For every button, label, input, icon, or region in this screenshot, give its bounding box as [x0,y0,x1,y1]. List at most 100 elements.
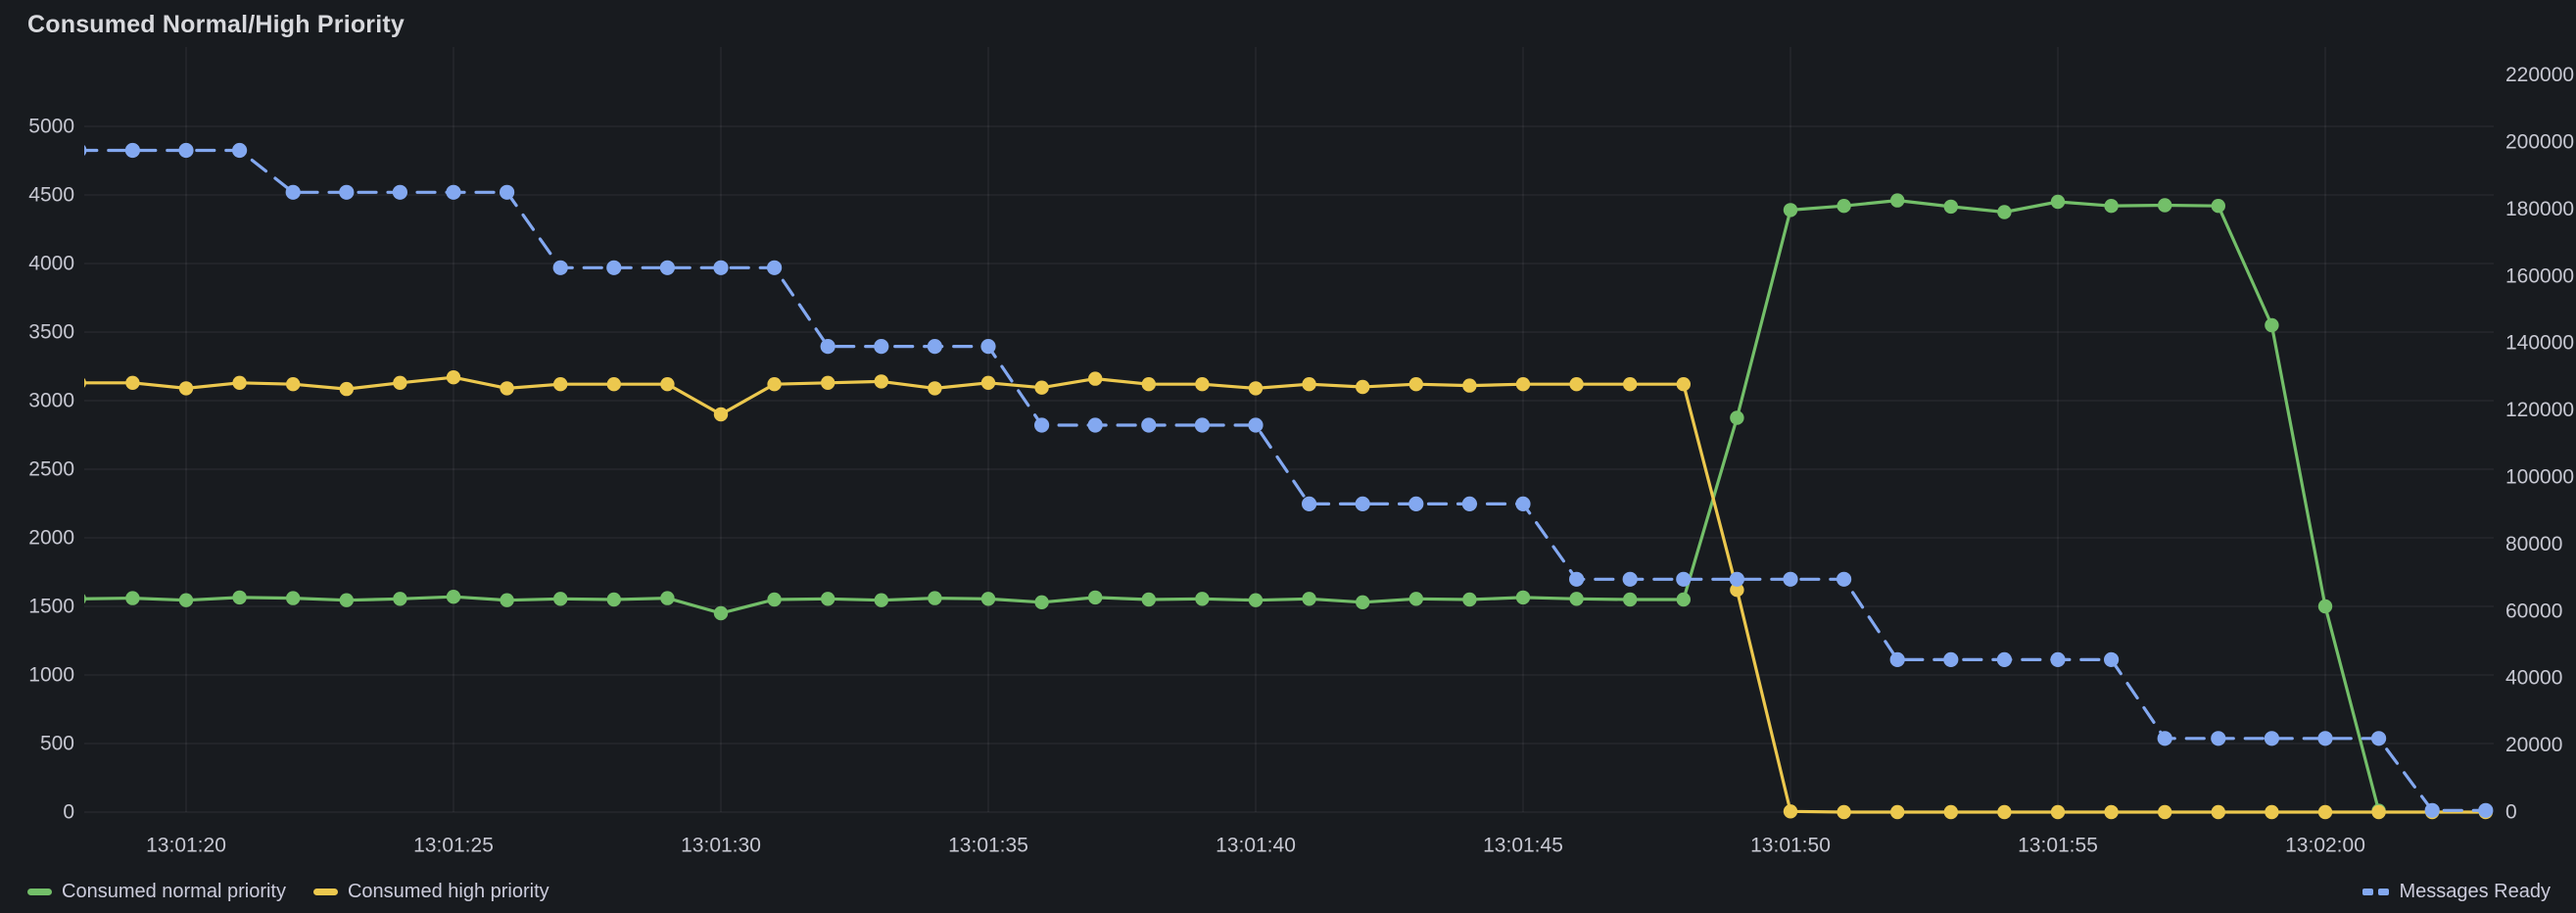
data-point-consumed-normal-priority [2317,599,2333,614]
data-point-consumed-normal-priority [1515,590,1531,605]
data-point-consumed-high-priority [178,381,194,396]
data-point-consumed-normal-priority [1408,592,1424,606]
data-point-messages-ready [767,260,783,275]
y-axis-left-tick-label: 4500 [28,184,74,207]
data-point-consumed-normal-priority [178,593,194,607]
data-point-messages-ready [2371,731,2387,746]
data-point-messages-ready [2317,731,2333,746]
y-axis-right-tick-label: 180000 [2505,198,2574,220]
data-point-messages-ready [2478,802,2494,818]
data-point-consumed-normal-priority [1302,592,1316,606]
data-point-consumed-high-priority [2158,804,2172,820]
data-point-consumed-high-priority [1569,377,1584,392]
data-point-consumed-high-priority [2265,804,2279,820]
x-axis-tick-label: 13:02:00 [2285,835,2365,857]
y-axis-right-tick-label: 60000 [2505,600,2562,622]
data-point-consumed-high-priority [821,375,835,390]
data-point-consumed-normal-priority [713,605,729,621]
x-axis-tick-label: 13:01:35 [948,835,1028,857]
data-point-consumed-high-priority [1088,371,1103,386]
data-point-messages-ready [1408,496,1424,511]
data-point-consumed-normal-priority [1783,203,1798,217]
data-point-consumed-high-priority [1515,377,1531,392]
data-point-messages-ready [1622,571,1638,587]
data-point-messages-ready [713,260,729,275]
data-point-consumed-normal-priority [1356,595,1370,609]
data-point-consumed-normal-priority [500,593,514,607]
legend-item-messages-ready[interactable]: Messages Ready [2362,881,2551,903]
data-point-messages-ready [1302,496,1317,511]
y-axis-left-tick-label: 2000 [28,527,74,550]
panel-title[interactable]: Consumed Normal/High Priority [27,11,405,38]
data-point-consumed-high-priority [1356,379,1370,395]
y-axis-right-tick-label: 120000 [2505,399,2574,421]
data-point-messages-ready [1676,571,1692,587]
data-point-consumed-normal-priority [980,592,996,606]
series-messages-ready [84,142,2494,818]
data-point-messages-ready [285,184,301,200]
data-point-messages-ready [1943,651,1959,668]
data-point-consumed-normal-priority [767,592,782,607]
data-point-messages-ready [84,144,87,157]
data-point-consumed-high-priority [660,377,675,392]
y-axis-right-tick-label: 140000 [2505,332,2574,355]
data-point-consumed-high-priority [1783,804,1798,819]
x-axis-tick-label: 13:01:20 [146,835,226,857]
data-point-consumed-high-priority [1248,381,1264,396]
legend-swatch-line-icon [27,888,52,895]
y-axis-left-tick-label: 3000 [28,390,74,412]
data-point-messages-ready [1461,496,1477,511]
data-point-consumed-high-priority [1141,377,1157,392]
data-point-messages-ready [232,142,248,159]
data-point-consumed-high-priority [1195,377,1210,392]
data-point-messages-ready [1194,417,1210,433]
data-point-messages-ready [1889,651,1905,668]
data-point-consumed-high-priority [232,375,247,390]
data-point-messages-ready [392,184,407,200]
data-point-messages-ready [1837,571,1852,587]
data-point-messages-ready [124,142,140,159]
data-point-messages-ready [1355,496,1370,511]
data-point-messages-ready [1996,651,2012,668]
data-point-consumed-normal-priority [928,591,942,605]
data-point-consumed-normal-priority [286,591,301,605]
data-point-messages-ready [339,184,355,200]
data-point-consumed-high-priority [1837,804,1851,820]
data-point-consumed-normal-priority [2050,194,2066,210]
y-axis-left-tick-label: 2500 [28,458,74,481]
legend-label: Messages Ready [2399,880,2551,902]
series-line-consumed-high-priority [84,375,2488,814]
data-point-messages-ready [2050,651,2066,668]
data-point-consumed-high-priority [713,407,729,422]
y-axis-left-tick-label: 0 [63,801,74,824]
data-point-messages-ready [2104,651,2120,668]
data-point-consumed-high-priority [393,375,407,390]
data-point-consumed-high-priority [2317,804,2333,820]
data-point-consumed-normal-priority [821,592,835,606]
data-point-consumed-high-priority [1943,804,1959,820]
data-point-messages-ready [659,260,676,275]
legend-item-consumed-high-priority[interactable]: Consumed high priority [312,881,549,903]
data-point-consumed-high-priority [500,381,514,396]
data-point-messages-ready [1515,496,1531,511]
data-point-consumed-high-priority [2104,804,2119,820]
x-axis-tick-label: 13:01:30 [681,835,761,857]
data-point-consumed-high-priority [2211,804,2225,820]
data-point-consumed-high-priority [980,375,996,390]
data-point-messages-ready [874,339,889,355]
legend-item-consumed-normal-priority[interactable]: Consumed normal priority [27,881,286,903]
data-point-messages-ready [2424,802,2440,818]
data-point-messages-ready [1141,417,1157,433]
data-point-consumed-normal-priority [1034,595,1049,609]
y-axis-left-tick-label: 4000 [28,253,74,275]
data-point-messages-ready [2157,731,2172,746]
y-axis-left-tick-label: 5000 [28,116,74,138]
data-point-consumed-normal-priority [1890,193,1905,208]
x-axis-tick-label: 13:01:50 [1750,835,1831,857]
data-point-consumed-normal-priority [1569,592,1584,606]
data-point-consumed-high-priority [339,381,354,397]
legend-left-group: Consumed normal priority Consumed high pr… [27,881,549,903]
y-axis-right-tick-label: 220000 [2505,64,2574,86]
